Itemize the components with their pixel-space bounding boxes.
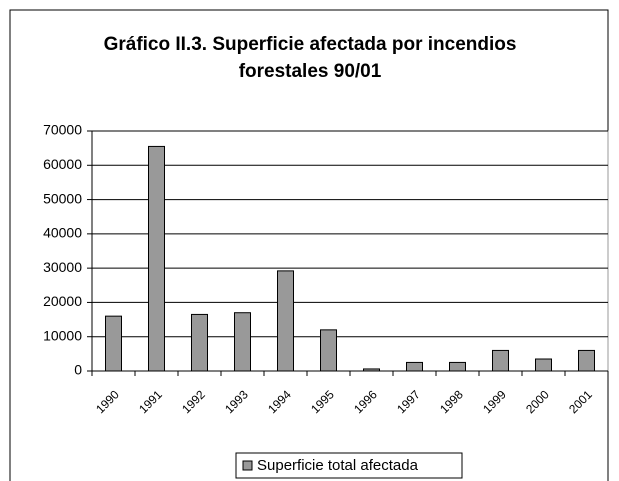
legend-box: [235, 452, 463, 479]
y-tick-label: 50000: [43, 190, 82, 206]
bar: [148, 145, 165, 372]
bar: [449, 361, 466, 372]
bar: [535, 358, 552, 372]
y-tick-label: 20000: [43, 293, 82, 309]
y-tick-label: 40000: [43, 225, 82, 241]
y-tick-label: 60000: [43, 156, 82, 172]
plot-area: [91, 130, 609, 372]
bar: [277, 270, 294, 372]
bar: [363, 368, 380, 372]
y-tick-label: 70000: [43, 122, 82, 138]
legend-label: Superficie total afectada: [257, 457, 419, 474]
y-tick-label: 30000: [43, 259, 82, 275]
bar: [320, 329, 337, 372]
bar: [234, 312, 251, 372]
y-tick-label: 0: [74, 362, 82, 378]
chart-title: Gráfico II.3. Superficie afectada por in…: [104, 34, 517, 55]
chart-title: forestales 90/01: [239, 61, 382, 82]
bar: [578, 349, 595, 372]
bar: [492, 349, 509, 372]
bar: [191, 313, 208, 372]
bar: [406, 361, 423, 372]
bar: [105, 315, 122, 372]
y-tick-label: 10000: [43, 327, 82, 343]
legend-swatch: [242, 460, 253, 471]
